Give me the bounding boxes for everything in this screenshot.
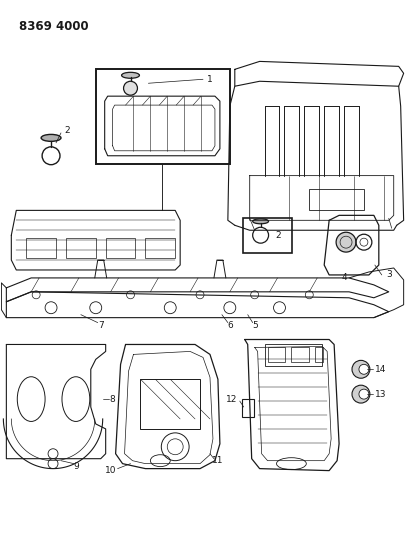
Circle shape [358,389,368,399]
Text: 2: 2 [275,231,281,240]
Text: 8: 8 [110,394,115,403]
Bar [264,344,321,366]
Ellipse shape [41,134,61,141]
Bar [106,238,135,258]
Text: 7: 7 [98,321,103,330]
Bar [66,238,96,258]
Text: 6: 6 [227,321,232,330]
Text: 1: 1 [207,75,212,84]
Circle shape [358,365,368,374]
Circle shape [42,147,60,165]
Circle shape [252,227,268,243]
Ellipse shape [252,219,268,224]
Text: 4: 4 [340,273,346,282]
Bar [308,189,363,211]
Text: 10: 10 [105,466,116,475]
Text: 9: 9 [73,462,79,471]
Text: 11: 11 [211,456,223,465]
Bar [242,219,292,253]
Bar [96,69,229,164]
Circle shape [123,81,137,95]
Text: 12: 12 [226,394,237,403]
Circle shape [335,232,355,252]
Circle shape [351,360,369,378]
Bar [267,348,285,362]
Bar [315,348,322,362]
Bar [291,348,308,362]
Bar [26,238,56,258]
Text: 5: 5 [251,321,257,330]
Bar [145,238,175,258]
Text: 2: 2 [64,126,70,135]
Text: 14: 14 [374,365,386,374]
Ellipse shape [121,72,139,78]
Circle shape [351,385,369,403]
Bar [241,399,253,417]
Text: 13: 13 [374,390,386,399]
Text: 3: 3 [385,270,391,279]
Text: 8369 4000: 8369 4000 [19,20,89,33]
Bar [140,379,200,429]
